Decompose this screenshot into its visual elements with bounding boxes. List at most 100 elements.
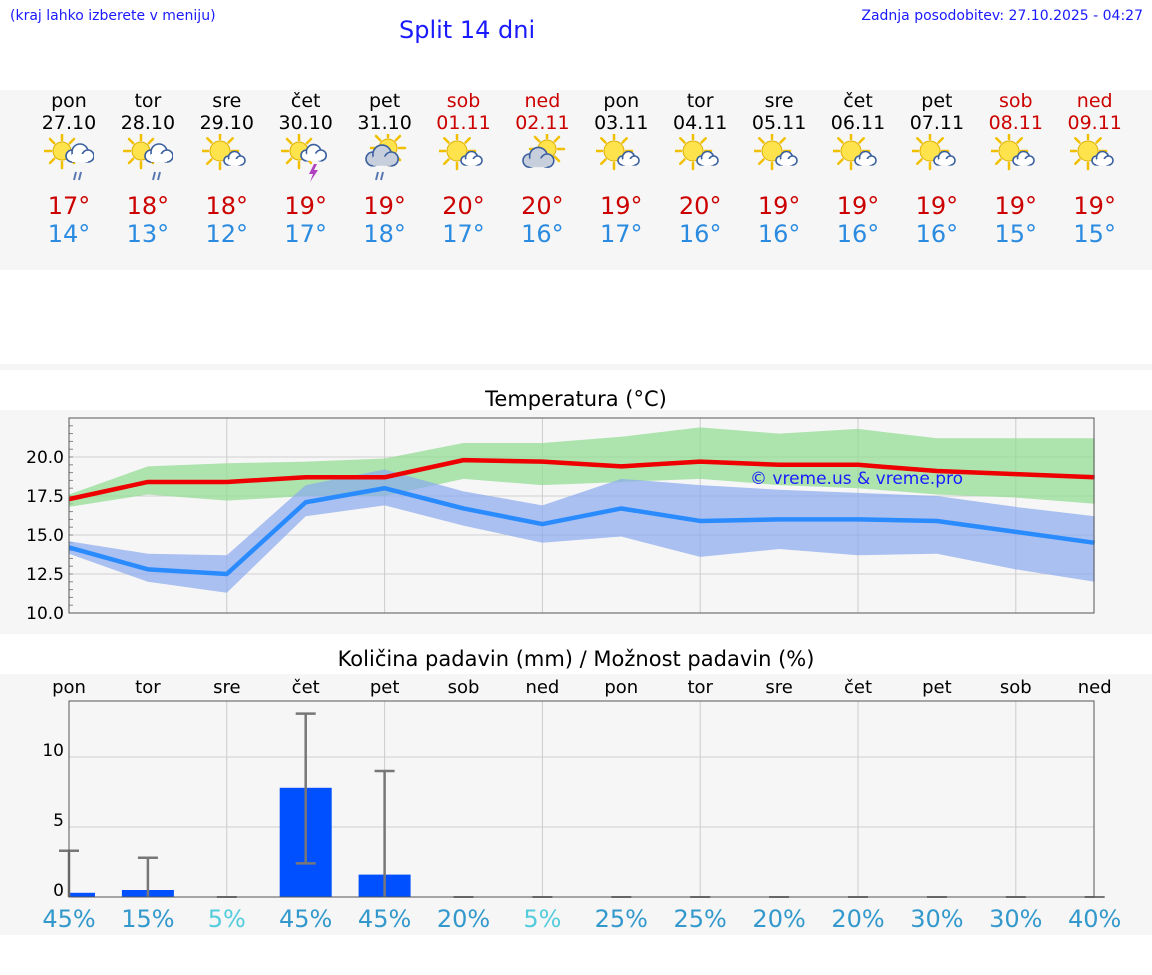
sun-shape (754, 134, 792, 171)
watermark-label: © vreme.us & vreme.pro (750, 469, 963, 489)
day-name: tor (134, 90, 162, 112)
precipitation-chance-label: 5% (208, 905, 246, 933)
x-category-label: ned (525, 677, 559, 698)
max-temperature: 20° (442, 192, 485, 220)
y-tick-label: 17.5 (26, 487, 64, 507)
y-tick-label: 12.5 (26, 565, 64, 585)
precipitation-chance-label: 45% (358, 905, 411, 933)
last-update-label: Zadnja posodobitev: 27.10.2025 - 04:27 (861, 8, 1143, 24)
day-column: pon 27.10 17° 14° (29, 90, 109, 248)
cloud-shape (1090, 150, 1114, 166)
min-temperature: 18° (363, 220, 406, 248)
y-tick-label: 10.0 (26, 604, 64, 624)
max-temperature: 19° (915, 192, 959, 220)
day-name: pon (603, 90, 640, 112)
day-column: pet 31.10 19° 18° (345, 90, 425, 248)
x-category-label: sre (765, 677, 792, 698)
day-column: čet 06.11 19° 16° (818, 90, 898, 248)
day-column: sob 08.11 19° 15° (976, 90, 1056, 248)
day-name: sob (999, 90, 1033, 112)
max-temperature: 19° (363, 192, 406, 220)
min-temperature: 14° (47, 220, 91, 248)
x-category-label: čet (292, 677, 320, 698)
precipitation-chance-label: 5% (523, 905, 561, 933)
min-temperature-line (68, 485, 1096, 577)
plot-frame (68, 700, 1095, 898)
precipitation-chance-label: 25% (674, 905, 727, 933)
cloud-sun-rain-icon (364, 134, 406, 181)
min-temperature: 16° (678, 220, 722, 248)
cloud-shape (459, 150, 483, 166)
precipitation-chance-label: 15% (121, 905, 174, 933)
day-name: sob (446, 90, 481, 112)
max-temperature: 17° (47, 192, 91, 220)
day-date: 31.10 (357, 112, 412, 134)
max-temperature: 19° (600, 192, 643, 220)
sun-small-cloud-icon (911, 134, 956, 171)
sun-cloud-thunder-icon (280, 134, 327, 182)
daily-forecast-strip: pon 27.10 17° 14° tor 28.10 18° 13° sre 29.10 18° 1… (0, 90, 1152, 270)
day-date: 30.10 (278, 112, 333, 134)
day-column: pon 03.11 19° 17° (581, 90, 661, 248)
day-name: pon (51, 90, 87, 112)
precipitation-chance-label: 45% (279, 905, 332, 933)
cloud-shape (65, 143, 94, 163)
day-date: 02.11 (515, 112, 570, 134)
sun-shape (833, 134, 871, 171)
day-column: ned 09.11 19° 15° (1055, 90, 1135, 248)
sun-small-cloud-icon (675, 134, 719, 171)
precipitation-chart-title: Količina padavin (mm) / Možnost padavin … (337, 647, 815, 671)
day-date: 29.10 (199, 112, 254, 134)
cloud-shape (144, 143, 173, 163)
sun-small-cloud-icon (833, 134, 877, 171)
day-date: 01.11 (436, 112, 491, 134)
sun-shape (990, 134, 1029, 171)
page-title: Split 14 dni (399, 16, 536, 44)
day-name: sre (212, 90, 242, 112)
sun-small-cloud-icon (596, 134, 641, 171)
precipitation-chance-label: 40% (1068, 905, 1121, 933)
temperature-chart: 10.0 12.5 15.0 17.5 20.0 © vreme.us & vreme.p… (26, 417, 1096, 624)
cloud-shape (854, 150, 877, 166)
day-name: pet (368, 90, 401, 112)
precipitation-chance-label: 25% (595, 905, 648, 933)
max-temperature: 19° (994, 192, 1038, 220)
cloud-shape (617, 150, 641, 166)
max-temperature: 19° (1073, 192, 1116, 220)
precipitation-chance-label: 45% (42, 905, 95, 933)
day-date: 28.10 (120, 112, 176, 134)
y-tick-label: 10 (42, 741, 64, 761)
x-category-label: ned (1078, 677, 1112, 698)
location-menu-hint[interactable]: (kraj lahko izberete v meniju) (10, 8, 216, 24)
max-temperature: 19° (284, 192, 327, 220)
min-temperature: 16° (757, 220, 801, 248)
day-column: sre 29.10 18° 12° (187, 90, 267, 248)
x-category-label: čet (844, 677, 872, 698)
divider (0, 364, 1152, 370)
precipitation-chart: 0 5 10 pon 45% tor 15% sre 5% čet 45% pet 45% sob 20% n… (42, 677, 1121, 933)
x-category-label: sre (213, 677, 240, 698)
sun-cloud-rain-icon (44, 134, 94, 181)
precipitation-chance-label: 30% (910, 905, 963, 933)
max-temperature: 19° (836, 192, 880, 220)
day-name: čet (290, 90, 321, 112)
x-category-label: sob (1000, 677, 1032, 698)
min-temperature: 12° (205, 220, 249, 248)
min-temperature: 16° (915, 220, 959, 248)
sun-small-cloud-icon (990, 134, 1035, 171)
day-name: pet (921, 90, 953, 112)
day-name: ned (1076, 90, 1113, 112)
cloud-shape (299, 143, 327, 162)
day-column: tor 04.11 20° 16° (660, 90, 740, 248)
sun-small-cloud-icon (201, 134, 246, 171)
day-date: 09.11 (1067, 112, 1122, 134)
day-column: pet 07.11 19° 16° (897, 90, 977, 248)
precipitation-chance-label: 20% (437, 905, 490, 933)
sun-cloud-rain-icon (122, 134, 173, 181)
day-date: 04.11 (672, 112, 728, 134)
day-name: sre (764, 90, 794, 112)
x-category-label: sob (448, 677, 480, 698)
cloud-shape (1011, 150, 1035, 166)
day-date: 03.11 (594, 112, 649, 134)
sun-small-cloud-icon (754, 134, 798, 171)
